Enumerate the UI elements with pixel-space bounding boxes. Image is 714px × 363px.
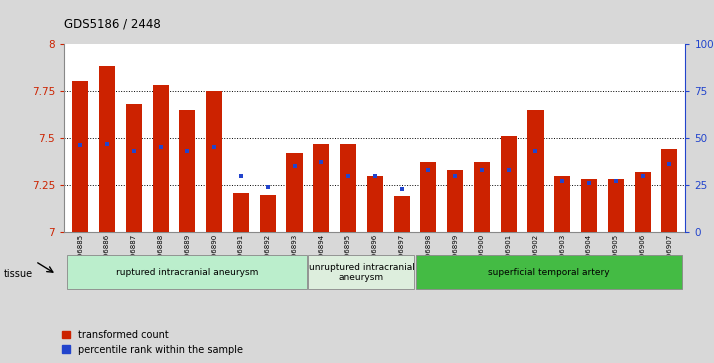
Bar (179, 110, 196, 232)
Bar (393, 196, 410, 232)
Point (423, 167, 434, 173)
Point (101, 141, 113, 147)
Bar (99, 66, 115, 232)
Point (155, 144, 166, 150)
Point (449, 173, 461, 179)
Bar (313, 144, 329, 232)
Text: superficial temporal artery: superficial temporal artery (488, 268, 610, 277)
Bar (126, 104, 142, 232)
FancyBboxPatch shape (308, 256, 414, 289)
Bar (581, 179, 597, 232)
Point (262, 184, 273, 190)
Bar (608, 179, 624, 232)
Point (208, 144, 220, 150)
Point (342, 173, 353, 179)
Point (235, 173, 247, 179)
Bar (206, 91, 222, 232)
Point (503, 167, 514, 173)
Bar (661, 149, 678, 232)
Bar (233, 193, 249, 232)
Point (396, 186, 407, 192)
Text: unruptured intracranial
aneurysm: unruptured intracranial aneurysm (308, 262, 414, 282)
FancyBboxPatch shape (416, 256, 682, 289)
Point (610, 179, 621, 184)
Bar (554, 176, 570, 232)
Bar (72, 81, 89, 232)
Bar (340, 144, 356, 232)
Bar (474, 163, 490, 232)
Bar (153, 85, 169, 232)
Bar (528, 110, 543, 232)
Point (663, 162, 675, 167)
Text: ruptured intracranial aneurysm: ruptured intracranial aneurysm (116, 268, 258, 277)
Bar (260, 195, 276, 232)
Bar (635, 172, 650, 232)
Point (316, 160, 327, 166)
Point (128, 148, 139, 154)
Point (476, 167, 488, 173)
Point (288, 163, 300, 169)
Point (181, 148, 193, 154)
FancyBboxPatch shape (67, 256, 307, 289)
Point (74, 143, 86, 148)
Point (530, 148, 541, 154)
Text: GDS5186 / 2448: GDS5186 / 2448 (64, 18, 161, 31)
Bar (447, 170, 463, 232)
Point (583, 180, 595, 186)
Text: tissue: tissue (4, 269, 33, 279)
Point (556, 179, 568, 184)
Bar (501, 136, 517, 232)
Point (369, 173, 381, 179)
Bar (286, 153, 303, 232)
Point (637, 173, 648, 179)
Bar (421, 163, 436, 232)
Legend: transformed count, percentile rank within the sample: transformed count, percentile rank withi… (62, 330, 243, 355)
Bar (367, 176, 383, 232)
